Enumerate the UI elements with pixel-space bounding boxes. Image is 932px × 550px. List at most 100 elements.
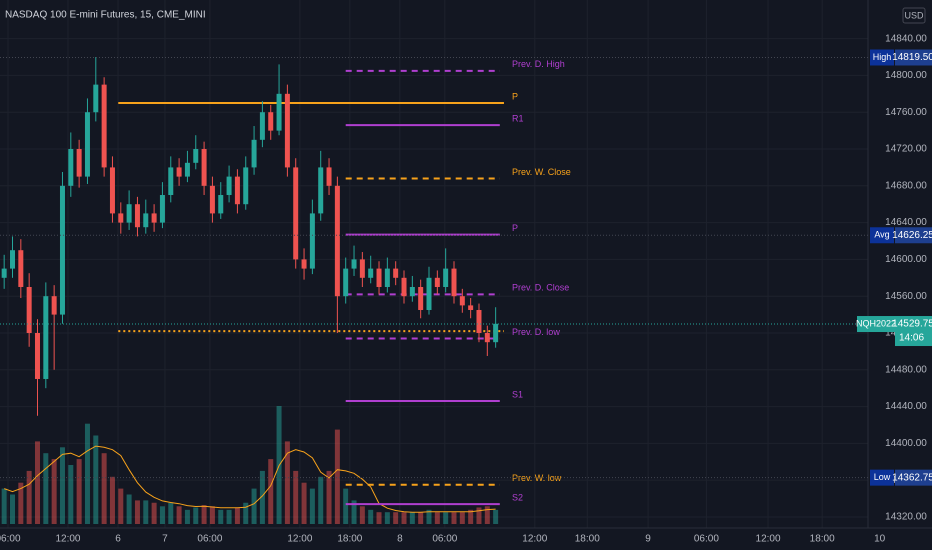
volume-bar — [426, 509, 432, 524]
volume-bar — [309, 488, 315, 524]
candle-body — [451, 268, 457, 297]
badges: High 14819.50 Avg 14626.25 Low 14362.75 NQH202… — [0, 49, 932, 486]
marker-name-box — [870, 49, 894, 66]
volume-bar — [226, 509, 232, 524]
volume-bar — [484, 506, 490, 524]
volume-bar — [143, 500, 149, 524]
marker-value: 14819.50 — [892, 52, 932, 63]
volume-bar — [476, 507, 482, 524]
volume-bar — [384, 512, 390, 524]
marker-value-box — [895, 227, 932, 244]
candle-body — [9, 250, 15, 269]
marker-value: 14626.25 — [892, 230, 932, 241]
x-tick-label: 06:00 — [0, 534, 21, 545]
candle-body — [301, 259, 307, 269]
candle-body — [26, 286, 32, 333]
volume-bar — [26, 470, 32, 524]
last-countdown: 14:06 — [899, 333, 924, 344]
level-label: P — [512, 223, 518, 233]
volume-bar — [359, 506, 365, 524]
candle-body — [401, 277, 407, 297]
candle-body — [268, 112, 274, 131]
candle-body — [76, 149, 82, 177]
candle-body — [109, 167, 115, 214]
y-tick-label: 14600.00 — [885, 254, 927, 265]
last-name: NQH2022 — [856, 318, 896, 328]
candle-body — [476, 309, 482, 333]
y-tick-label: 14320.00 — [885, 512, 927, 523]
last-value-box — [895, 316, 932, 347]
candle-body — [209, 185, 215, 214]
volume-bar — [284, 441, 290, 524]
grid — [0, 0, 868, 528]
volume-bar — [18, 482, 24, 524]
volume-bar — [84, 423, 90, 524]
level-label: S2 — [512, 492, 523, 502]
volume-bar — [9, 494, 15, 524]
marker-value-box — [895, 469, 932, 486]
candle-body — [201, 149, 207, 186]
volume-bar — [393, 512, 399, 524]
y-tick-label: 14800.00 — [885, 70, 927, 81]
volume-bar — [409, 512, 415, 524]
volume-bar — [259, 470, 265, 524]
candle-body — [101, 84, 107, 168]
x-tick-label: 9 — [645, 534, 651, 545]
x-tick-label: 06:00 — [197, 534, 222, 545]
volume-bar — [34, 441, 40, 524]
y-tick-label: 14720.00 — [885, 144, 927, 155]
candle-body — [159, 195, 165, 223]
volume-bar — [209, 506, 215, 524]
volume-bar — [493, 509, 499, 524]
price-axis — [868, 0, 932, 550]
x-tick-label: 12:00 — [55, 534, 80, 545]
candle-body — [126, 204, 132, 223]
candle-body — [226, 176, 232, 196]
candle-body — [426, 277, 432, 310]
y-tick-label: 14840.00 — [885, 33, 927, 44]
candle-body — [118, 213, 124, 223]
volume-bar — [468, 509, 474, 524]
x-tick-label: 12:00 — [756, 534, 781, 545]
candle-body — [326, 167, 332, 186]
candle-body — [318, 167, 324, 214]
volume-ma — [4, 445, 496, 513]
volume-bar — [234, 507, 240, 524]
volume-bar — [443, 512, 449, 524]
level-label: Prev. D. low — [512, 327, 560, 337]
volume-bar — [93, 435, 99, 524]
candle-body — [68, 149, 74, 186]
level-label: Prev. W. Close — [512, 167, 571, 177]
marker-name: Low — [874, 472, 891, 482]
volume-bar — [368, 509, 374, 524]
candle-body — [34, 332, 40, 379]
volume-bar — [268, 459, 274, 524]
volume-bar — [51, 459, 57, 524]
volume-bar — [76, 459, 82, 524]
x-tick-label: 18:00 — [810, 534, 835, 545]
candle-body — [443, 268, 449, 287]
volume-bar — [159, 506, 165, 524]
volume-bar — [176, 506, 182, 524]
candle-body — [259, 112, 265, 140]
candle-body — [334, 185, 340, 297]
volume-bar — [376, 512, 382, 524]
volume-bar — [451, 512, 457, 524]
candle-body — [43, 296, 49, 379]
marker-value: 14362.75 — [892, 472, 932, 483]
x-tick-label: 12:00 — [522, 534, 547, 545]
y-tick-label: 14760.00 — [885, 107, 927, 118]
candle-body — [276, 93, 282, 131]
volume-bar — [201, 505, 207, 524]
volume-pane — [1, 406, 499, 524]
candle-body — [251, 139, 257, 168]
candle-body — [168, 167, 174, 196]
candle-body — [484, 332, 490, 343]
level-label: R1 — [512, 113, 524, 123]
volume-bar — [126, 494, 132, 524]
marker-name: High — [873, 52, 892, 62]
candle-body — [193, 149, 199, 163]
x-tick-label: 6 — [115, 534, 121, 545]
y-tick-label: 14480.00 — [885, 364, 927, 375]
